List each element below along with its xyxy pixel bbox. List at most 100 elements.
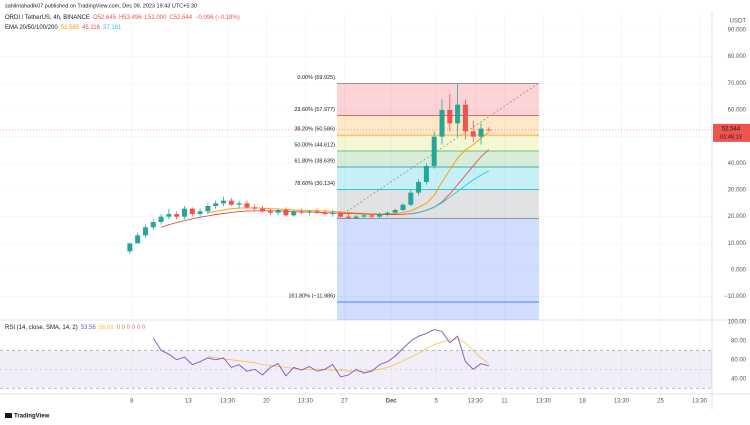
candle-body [439,110,445,137]
ohlc-value: H53.496 [119,15,142,21]
rsi-sma-line [207,338,490,372]
candle-body [299,211,305,213]
symbol: ORDI / TetherUS, 4h, BINANCE O52.645 H53.4… [5,15,240,21]
fib-label: 61.80% (38.639) [294,158,335,164]
y-tick-label: 80.000 [728,54,747,60]
ema-value: 37.181 [103,25,122,31]
candle-body [377,214,383,217]
candle-body [291,211,297,216]
candle-body [322,212,328,214]
fib-label: 0.00% (69.925) [297,75,335,81]
candle-body [400,204,406,210]
brand-logo [5,413,12,418]
candle-body [244,203,250,208]
candle-body [470,131,476,137]
x-tick-label: 25 [657,399,664,405]
y-tick-label: 30.000 [728,188,747,194]
candle-body [478,128,484,137]
rsi-extra: 0 0 0 0 0 0 [117,325,146,331]
candle-body [431,136,437,166]
x-tick-label: 27 [341,399,348,405]
rsi-tick-label: 40.00 [731,376,747,382]
y-tick-label: 0.000 [731,268,747,274]
x-tick-label: 20 [263,399,270,405]
y-tick-label: 70.000 [728,81,747,87]
candle-body [447,110,453,124]
currency: USDT [730,19,747,25]
x-tick-label: 13:30 [220,399,236,405]
candle-body [236,203,242,205]
candle-body [158,216,164,222]
fib-band [337,166,539,190]
candle-body [213,203,219,206]
fib-band [337,151,539,167]
candle-body [166,214,172,217]
price-label: 52.544 [722,126,741,132]
x-tick-label: 13:30 [614,399,630,405]
ema-value: 51.585 [61,25,80,31]
candle-body [345,216,351,218]
candle-body [369,215,375,217]
fib-label: 50.00% (44.612) [294,142,335,148]
rsi-line [152,329,489,378]
candle-body [306,211,312,213]
candle-body [330,212,336,214]
rsi-tick-label: 60.00 [731,357,747,363]
candle-body [408,192,414,205]
candle-body [260,208,266,212]
ema-title: EMA 20/50/100/200 [5,25,58,31]
candle-body [462,104,468,132]
rsi-legend: RSI (14, close, SMA, 14, 2) 53.56 56.09 0 0… [5,325,146,331]
ema-line [410,170,490,215]
fib-label: 23.60% (57.977) [294,107,335,113]
fib-band [337,115,539,136]
fib-label: 38.20% (50.586) [294,127,335,133]
rsi-tick-label: 100.00 [728,320,747,326]
x-tick-label: 18 [579,399,586,405]
candle-body [338,212,344,217]
ema-value: 45.116 [82,25,101,31]
fib-trend-line [336,82,540,219]
x-tick-label: 13 [185,399,192,405]
candle-body [135,235,141,244]
candle-body [142,227,148,236]
x-tick-label: 13:30 [298,399,314,405]
candle-body [275,210,281,213]
y-tick-label: 10.000 [728,241,747,247]
candle-body [423,166,429,182]
countdown: 01:46:13 [720,134,741,140]
ema-legend: EMA 20/50/100/200 51.585 45.116 37.181 [5,25,122,31]
symbol-name: ORDI / TetherUS, 4h, BINANCE [5,15,90,21]
candle-body [392,210,398,213]
fib-label: 78.60% (30.134) [294,181,335,187]
y-tick-label: 40.000 [728,161,747,167]
x-tick-label: 8 [130,399,134,405]
candle-body [220,200,226,204]
rsi-sma-value: 56.09 [99,325,115,331]
brand-name: TradingView [14,414,50,420]
ohlc-value: L52.000 [145,15,167,21]
rsi-value: 53.56 [81,325,97,331]
candle-body [197,211,203,214]
candle-body [174,214,180,217]
candle-body [283,210,289,216]
brand: TradingView [5,413,50,420]
candle-body [228,200,234,205]
x-tick-label: 11 [501,399,508,405]
y-tick-label: −10.000 [724,294,747,300]
y-tick-label: 20.000 [728,214,747,220]
change: −0.096 (−0.18%) [195,15,240,21]
rsi-title: RSI (14, close, SMA, 14, 2) [5,325,78,331]
candle-body [353,216,359,218]
ohlc-value: O52.645 [93,15,117,21]
candle-body [384,212,390,214]
candle-body [150,222,156,228]
rsi-tick-label: 80.00 [731,338,747,344]
fib-band [337,135,539,152]
candle-body [361,215,367,217]
fib-band [337,83,539,116]
x-tick-label: 13:30 [692,399,708,405]
ohlc-value: C52.544 [169,15,192,21]
